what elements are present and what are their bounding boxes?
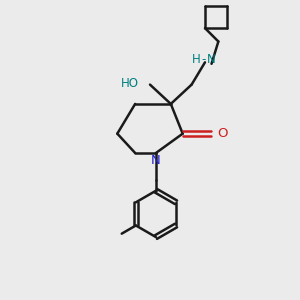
Text: -: - [201,53,206,66]
Text: H: H [192,53,201,66]
Text: O: O [217,127,227,140]
Text: N: N [151,154,161,167]
Text: HO: HO [121,76,139,90]
Text: N: N [207,53,216,66]
